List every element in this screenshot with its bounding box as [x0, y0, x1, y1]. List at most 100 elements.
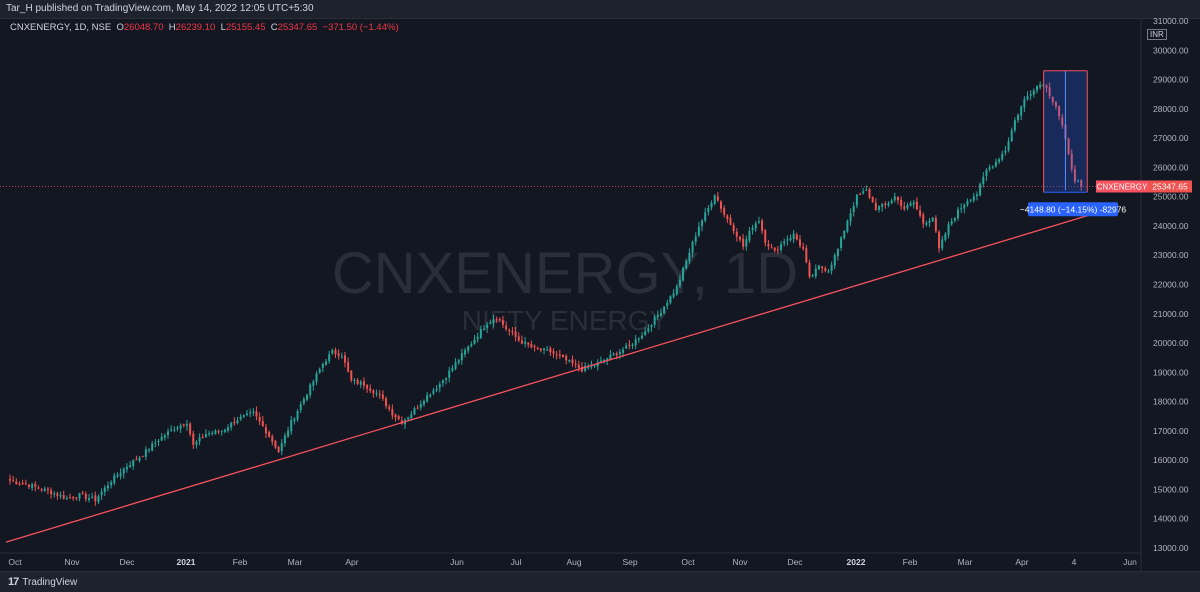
candle-body: [394, 414, 397, 418]
candle-body: [268, 431, 271, 437]
symbol-legend[interactable]: CNXENERGY, 1D, NSE O26048.70 H26239.10 L…: [10, 22, 399, 33]
candle-body: [309, 384, 312, 395]
candle-body: [546, 349, 549, 351]
candle-body: [754, 223, 757, 229]
candle-body: [1070, 153, 1073, 169]
candle-body: [998, 159, 1001, 162]
candle-body: [388, 406, 391, 409]
candle-body: [366, 385, 369, 389]
candle-body: [385, 398, 388, 407]
candle-body: [122, 468, 125, 474]
candle-body: [43, 488, 46, 491]
candle-body: [612, 353, 615, 356]
candle-body: [397, 416, 400, 420]
measure-label-bg: [1028, 202, 1118, 217]
candle-body: [132, 460, 135, 467]
candle-body: [312, 381, 315, 386]
candle-body: [116, 475, 119, 477]
candle-body: [720, 201, 722, 209]
candle-body: [448, 370, 451, 378]
candle-body: [511, 331, 514, 333]
x-tick-label: Jun: [450, 557, 464, 567]
candle-body: [764, 230, 767, 243]
price-tag-bg: [1148, 180, 1192, 193]
y-tick-label: 15000.00: [1153, 484, 1189, 494]
legend-low-label: L: [220, 22, 226, 33]
candle-body: [343, 355, 346, 363]
candle-body: [833, 255, 836, 266]
candle-body: [527, 342, 530, 345]
candle-body: [325, 361, 327, 365]
candle-body: [577, 364, 580, 368]
currency-badge[interactable]: INR: [1147, 29, 1167, 40]
candle-body: [457, 360, 460, 363]
candle-body: [950, 221, 953, 225]
candle-body: [1004, 150, 1007, 153]
candle-body: [634, 339, 637, 346]
candle-body: [167, 431, 169, 435]
candle-body: [261, 420, 264, 427]
candle-body: [770, 247, 773, 249]
tradingview-logo[interactable]: 17 TradingView: [8, 576, 77, 588]
y-tick-label: 23000.00: [1153, 250, 1189, 260]
candle-body: [865, 189, 868, 191]
candle-body: [982, 176, 985, 184]
legend-high-label: H: [168, 22, 176, 33]
candle-body: [622, 349, 625, 353]
price-tag: 25347.65: [1152, 181, 1188, 191]
candle-body: [432, 390, 435, 394]
candle-body: [647, 328, 650, 332]
candle-body: [520, 340, 523, 344]
candle-body: [975, 194, 978, 197]
candle-body: [331, 349, 334, 354]
candle-body: [609, 354, 612, 360]
y-tick-label: 27000.00: [1153, 133, 1189, 143]
candle-body: [192, 433, 195, 445]
candle-body: [429, 394, 432, 397]
x-tick-label: Jun: [1123, 557, 1137, 567]
candle-body: [849, 213, 852, 222]
candle-body: [201, 437, 204, 439]
candle-body: [543, 348, 546, 350]
candle-body: [505, 325, 508, 329]
candle-body: [776, 249, 779, 251]
candle-body: [299, 404, 302, 411]
candle-body: [963, 204, 966, 209]
candle-body: [710, 203, 713, 208]
candle-body: [359, 381, 362, 385]
candle-body: [483, 328, 485, 330]
candle-body: [233, 421, 236, 424]
candle-body: [994, 161, 997, 167]
candle-body: [738, 236, 741, 240]
candle-body: [773, 247, 776, 251]
candle-body: [204, 434, 207, 437]
candle-body: [59, 494, 62, 497]
candle-body: [732, 224, 735, 232]
candle-body: [799, 239, 801, 246]
candle-body: [217, 431, 220, 433]
candle-body: [56, 493, 59, 496]
candle-body: [701, 220, 704, 227]
x-tick-label: 2021: [177, 557, 196, 567]
candle-body: [555, 354, 558, 356]
candle-body: [154, 442, 157, 444]
candle-body: [669, 296, 672, 303]
candle-body: [909, 203, 912, 206]
candle-body: [21, 483, 24, 485]
candle-body: [416, 407, 419, 409]
candle-body: [568, 360, 571, 362]
y-tick-label: 16000.00: [1153, 455, 1189, 465]
candle-body: [735, 231, 738, 237]
candle-body: [552, 351, 555, 354]
candle-body: [249, 412, 252, 414]
legend-open: 26048.70: [123, 22, 164, 33]
candle-body: [682, 267, 685, 281]
candle-body: [195, 441, 198, 445]
candle-body: [814, 268, 817, 277]
candle-body: [479, 328, 482, 338]
price-chart[interactable]: CNXENERGY, 1D NIFTY ENERGY 13000.00 14000…: [0, 18, 1200, 571]
candle-body: [173, 429, 176, 431]
candle-body: [110, 482, 113, 486]
candle-body: [119, 473, 122, 477]
candle-body: [580, 366, 583, 372]
